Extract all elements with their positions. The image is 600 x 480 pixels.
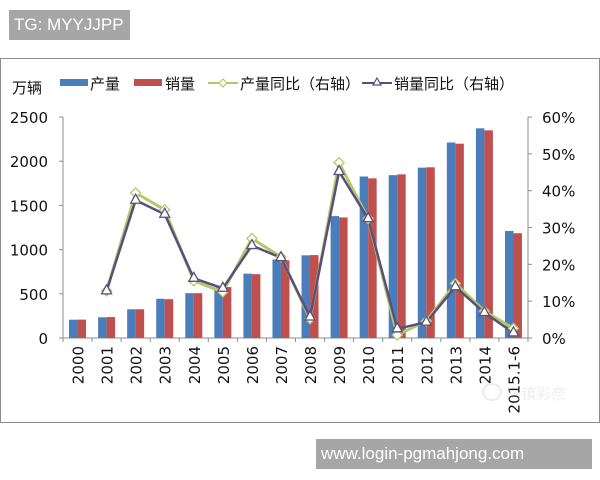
right-axis-tick-label: 10%: [542, 293, 575, 311]
left-axis-tick-label: 1000: [10, 242, 48, 260]
bar-series: [69, 128, 522, 338]
chart-legend: 万辆 产量 销量 产量同比（右轴） 销量同比（右轴）: [12, 75, 514, 97]
right-axis-tick-label: 20%: [542, 256, 575, 274]
sales-bar: [368, 178, 377, 338]
x-axis-tick-label: 2015.1-6: [505, 346, 523, 413]
sales-bar: [251, 274, 261, 338]
x-axis-tick-label: 2007: [273, 346, 291, 384]
production-bar: [127, 309, 136, 338]
production-bar: [69, 319, 78, 338]
left-axis-tick-label: 2000: [10, 153, 48, 171]
production-bar: [243, 273, 252, 338]
sales-bar: [339, 217, 348, 338]
sales-bar: [397, 174, 406, 338]
sales-bar: [280, 260, 290, 338]
watermark-badge-bottom: www.login-pgmahjong.com: [316, 439, 592, 469]
x-axis-tick-label: 2011: [389, 346, 407, 384]
triangle-marker: [274, 250, 288, 262]
x-axis-tick-label: 2012: [418, 346, 436, 384]
production-bar: [185, 293, 194, 338]
right-axis-tick-label: 40%: [542, 183, 575, 201]
triangle-marker: [332, 164, 346, 176]
production-bar: [214, 287, 223, 338]
triangle-marker: [129, 192, 142, 204]
triangle-marker: [303, 309, 317, 321]
x-axis-tick-label: 2003: [157, 346, 175, 384]
legend-diamond-line-icon: [208, 78, 238, 88]
production-bar: [388, 175, 398, 338]
wechat-watermark: 乌镇彩奈: [482, 383, 566, 403]
x-axis-tick-label: 2005: [215, 346, 233, 384]
sales-bar: [77, 319, 87, 338]
x-axis-tick-label: 2002: [128, 346, 146, 384]
x-axis-tick-label: 2001: [99, 346, 117, 384]
chart-axes: 0 500 1000 1500 2000 2500 0% 10% 20% 30% 40% 50% 60%: [10, 109, 576, 348]
legend-label-sales-yoy: 销量同比（右轴）: [394, 75, 514, 93]
production-bar: [272, 259, 281, 338]
production-bar: [156, 298, 165, 338]
line-series: [100, 156, 520, 341]
triangle-marker: [100, 283, 113, 295]
legend-label-sales: 销量: [165, 75, 195, 93]
triangle-marker: [187, 270, 200, 282]
triangle-marker: [478, 305, 491, 317]
triangle-marker: [158, 206, 171, 218]
production-bar: [301, 255, 311, 338]
production-bar: [330, 216, 340, 338]
production-bar: [98, 317, 107, 338]
diamond-marker: [391, 329, 404, 341]
right-axis-tick-label: 0%: [542, 330, 566, 348]
legend-label-production-yoy: 产量同比（右轴）: [240, 75, 360, 93]
sales-bar: [484, 130, 493, 338]
legend-swatch-production: [60, 79, 88, 86]
wechat-icon: [482, 383, 502, 401]
left-axis-tick-label: 2500: [10, 109, 48, 127]
triangle-marker: [362, 211, 375, 223]
left-axis-tick-label: 1500: [10, 197, 48, 215]
left-axis-tick-label: 500: [19, 286, 48, 304]
triangle-marker: [216, 280, 229, 292]
production-bar: [446, 142, 456, 338]
right-axis-tick-label: 30%: [542, 220, 575, 238]
triangle-marker: [245, 238, 259, 250]
legend-label-production: 产量: [90, 75, 120, 93]
right-axis-tick-label: 50%: [542, 146, 575, 164]
triangle-marker: [507, 325, 520, 337]
x-axis-tick-label: 2008: [302, 346, 320, 384]
sales-bar: [106, 317, 116, 338]
x-axis-tick-label: 2000: [70, 346, 88, 384]
production-bar: [504, 230, 514, 338]
x-axis-tick-label: 2010: [360, 346, 378, 384]
y-axis-unit-label: 万辆: [12, 79, 42, 97]
sales-bar: [455, 143, 464, 338]
production-bar: [417, 167, 427, 338]
sales-bar: [222, 287, 232, 338]
x-axis-tick-label: 2013: [447, 346, 465, 384]
triangle-marker: [449, 279, 462, 291]
left-axis-tick-label: 0: [38, 330, 48, 348]
sales-bar: [513, 233, 522, 338]
sales-bar: [193, 293, 203, 338]
triangle-marker: [420, 314, 433, 326]
legend-triangle-line-icon: [362, 76, 392, 86]
x-axis-tick-label: 2006: [244, 346, 262, 384]
x-axis-labels: 2000 2001 2002 2003 2004 2005 2006 2007 2008 2009…: [70, 346, 524, 413]
chart-frame: 万辆 产量 销量 产量同比（右轴） 销量同比（右轴） 0 500 1000 1500 2…: [0, 58, 600, 423]
production-bar: [359, 176, 369, 338]
sales-bar: [164, 299, 174, 338]
watermark-badge-top: TG: MYYJJPP: [9, 10, 130, 40]
x-axis-tick-label: 2014: [476, 346, 494, 384]
combo-chart: 万辆 产量 销量 产量同比（右轴） 销量同比（右轴） 0 500 1000 1500 2…: [10, 75, 576, 413]
legend-swatch-sales: [134, 79, 162, 86]
sales-bar: [426, 167, 435, 338]
x-axis-tick-label: 2009: [331, 346, 349, 384]
sales-bar: [135, 309, 145, 338]
production-bar: [475, 128, 485, 338]
triangle-marker: [391, 321, 404, 333]
watermark-text: 乌镇彩奈: [506, 385, 566, 403]
x-axis-tick-label: 2004: [186, 346, 204, 384]
right-axis-tick-label: 60%: [542, 109, 575, 127]
